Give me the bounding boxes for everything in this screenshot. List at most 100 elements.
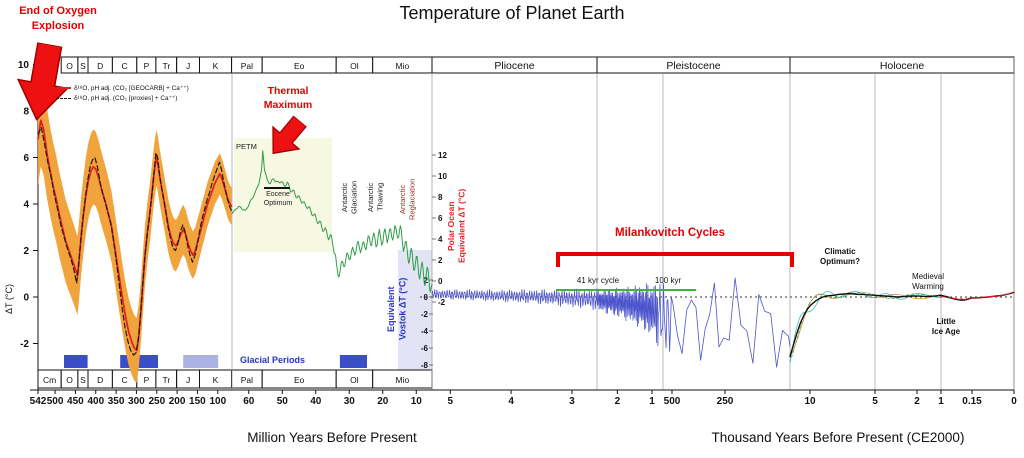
polar-tick-label: 6 <box>438 214 443 223</box>
period-label-bottom: O <box>66 375 73 385</box>
annotation-oxygen-explosion: End of Oxygen Explosion <box>0 4 116 34</box>
glacial-period-marker <box>339 355 367 368</box>
polar-tick-label: 8 <box>438 193 443 202</box>
x-tick-label: 40 <box>310 396 322 407</box>
glacial-period-marker <box>64 355 88 368</box>
x-tick-label: 500 <box>47 396 64 407</box>
left-axis-label: ΔT (°C) <box>4 284 14 314</box>
annotation-thermal-maximum: Thermal Maximum <box>240 84 336 112</box>
annotation-eocene-optimum: Eocene Optimum <box>252 191 304 209</box>
period-label-bottom: C <box>122 375 128 385</box>
x-tick-label: 0 <box>1011 396 1017 407</box>
x-tick-label: 250 <box>717 396 734 407</box>
period-label-top: Tr <box>162 61 170 71</box>
y-tick-label: 2 <box>23 246 29 257</box>
x-tick-label: 3 <box>569 396 575 407</box>
legend-item-geocarb: δ¹⁸O, pH adj. (CO₂ [GEOCARB] + Ca⁺⁺) <box>56 84 189 92</box>
vostok-tick-label: -6 <box>421 344 429 353</box>
glacial-period-marker <box>183 355 219 368</box>
41kyr-range-line <box>556 289 648 291</box>
annotation-climatic-optimum: Climatic Optimum? <box>806 247 874 268</box>
annotation-line-2: Explosion <box>31 19 85 32</box>
x-tick-label: 1 <box>649 396 655 407</box>
annotation-medieval-warming: Medieval Warming <box>894 272 962 293</box>
holocene-proxy-series <box>789 292 941 363</box>
arrow-shape <box>16 41 69 121</box>
annotation-line-1: Antarctic <box>398 184 407 214</box>
period-label-top: Eo <box>294 61 305 71</box>
x-tick-label: 250 <box>148 396 165 407</box>
polar-tick-label: 12 <box>438 151 447 160</box>
annotation-line-1: Eocene <box>266 191 290 198</box>
vostok-tick-label: 0 <box>424 293 429 302</box>
eocene-optimum-marker-line <box>264 187 290 189</box>
period-label-top: O <box>66 61 73 71</box>
y-tick-label: 4 <box>23 200 29 211</box>
instrumental-series <box>940 291 1015 301</box>
x-tick-label: 20 <box>377 396 389 407</box>
x-tick-label: 2 <box>615 396 621 407</box>
x-tick-label: 10 <box>411 396 423 407</box>
x-tick-label: 300 <box>128 396 145 407</box>
annotation-line-2: Maximum <box>263 99 313 112</box>
x-tick-label: 5 <box>448 396 454 407</box>
legend-label: δ¹⁸O, pH adj. (CO₂ [GEOCARB] + Ca⁺⁺) <box>74 85 189 92</box>
uncertainty-band <box>38 74 232 383</box>
axis-label-line-1: Polar Ocean <box>446 201 456 251</box>
period-label-bottom: D <box>97 375 103 385</box>
annotation-line-2: Reglaciation <box>407 178 417 220</box>
annotation-line-1: End of Oxygen <box>19 5 97 17</box>
x-tick-label: 100 <box>209 396 226 407</box>
period-label-bottom: K <box>213 375 219 385</box>
period-label-top: S <box>80 61 86 71</box>
annotation-antarctic-reglaciation: Antarctic Reglaciation <box>398 148 417 250</box>
holocene-proxy-series <box>789 290 941 362</box>
period-label-top: J <box>186 61 190 71</box>
proxies-series <box>37 126 233 356</box>
black-dashed-line-sample-icon <box>56 97 71 99</box>
period-label-top: Pal <box>241 61 253 71</box>
period-label-top: D <box>97 61 103 71</box>
annotation-antarctic-glaciation: Antarctic Glaciation <box>340 148 359 246</box>
annotation-line-1: Antarctic <box>340 182 349 212</box>
annotation-line-1: Medieval <box>911 272 944 281</box>
plio-pleistocene-series <box>431 277 791 368</box>
x-tick-label: 500 <box>664 396 681 407</box>
x-tick-label: 200 <box>169 396 186 407</box>
polar-ocean-axis-label: Polar Ocean Equivalent ΔT (°C) <box>446 146 467 306</box>
petm-shade-region <box>234 138 332 252</box>
x-tick-label: 60 <box>243 396 255 407</box>
annotation-antarctic-thawing: Antarctic Thawing <box>366 152 385 242</box>
period-label-top: Ol <box>350 61 359 71</box>
x-tick-label: 5 <box>872 396 878 407</box>
x-tick-label: 542 <box>30 396 47 407</box>
period-label-bottom: J <box>186 375 190 385</box>
axis-label-line-1: Equivalent <box>386 286 396 332</box>
vostok-tick-label: -2 <box>421 310 429 319</box>
polar-tick-label: 2 <box>438 256 443 265</box>
period-label-top: K <box>213 61 219 71</box>
legend-item-proxies: δ¹⁸O, pH adj. (CO₂ [proxies] + Ca⁺⁺) <box>56 94 189 102</box>
red-line-sample-icon <box>56 87 71 89</box>
period-label-bottom: Tr <box>162 375 170 385</box>
annotation-line-2: Optimum? <box>820 257 860 267</box>
annotation-line-2: Optimum <box>263 199 293 207</box>
period-label-bottom: Eo <box>294 375 305 385</box>
period-label-bottom: Cm <box>43 375 56 385</box>
annotation-line-2: Ice Age <box>931 327 961 337</box>
arrow-shape <box>272 115 308 155</box>
period-label-top: C <box>122 61 128 71</box>
x-axis-title-thousand-years: Thousand Years Before Present (CE2000) <box>711 430 965 445</box>
x-tick-label: 4 <box>508 396 514 407</box>
annotation-line-2: Warming <box>912 282 944 292</box>
x-tick-label: 30 <box>344 396 356 407</box>
x-tick-label: 2 <box>914 396 920 407</box>
axis-label-line-2: Equivalent ΔT (°C) <box>456 188 467 264</box>
down-arrow-icon <box>272 115 308 155</box>
glacial-periods-label: Glacial Periods <box>240 355 306 365</box>
annotation-petm: PETM <box>236 142 257 151</box>
annotation-line-1: Climatic <box>824 247 856 256</box>
y-tick-label: 0 <box>23 293 29 304</box>
chart-title: Temperature of Planet Earth <box>399 3 625 23</box>
annotation-line-1: Antarctic <box>366 182 375 212</box>
